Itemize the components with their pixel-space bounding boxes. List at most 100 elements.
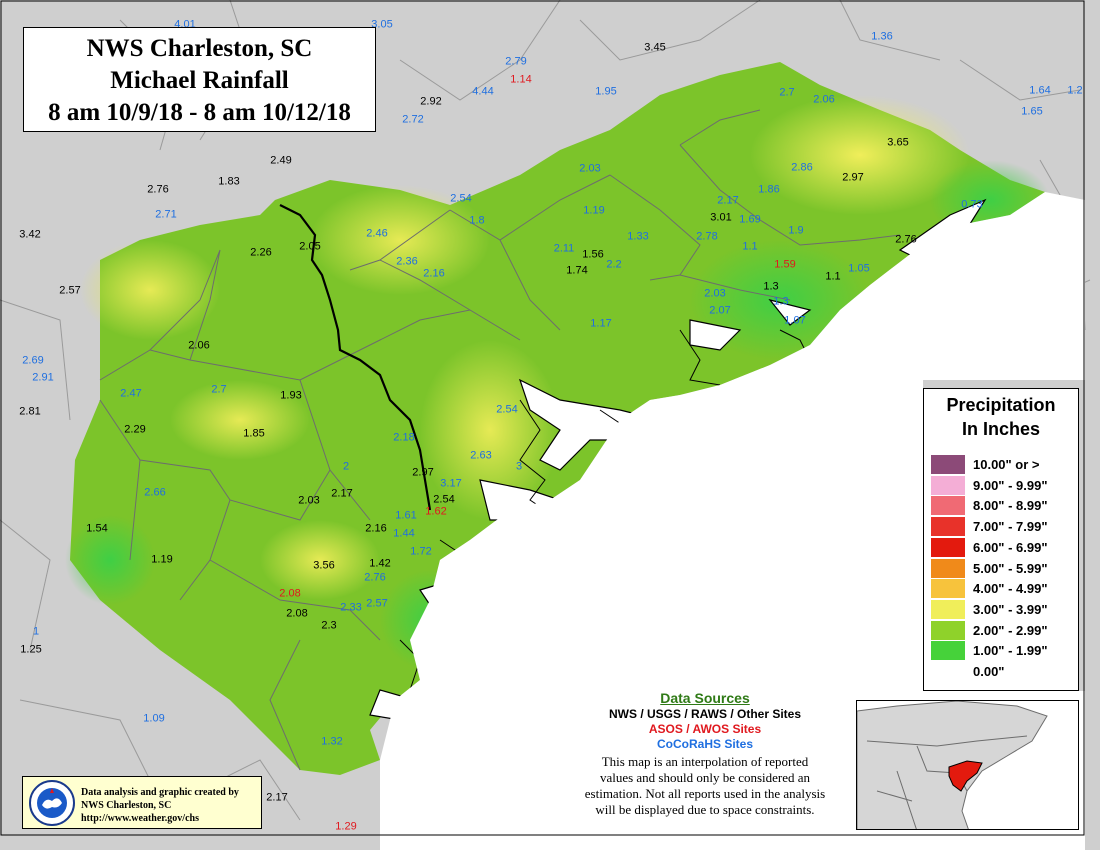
station-value-coco: 1.17 [590,317,612,330]
county-boundaries [99,109,901,771]
legend-swatch [931,579,965,599]
station-value-coco: 1.65 [1021,105,1043,118]
title-line-2: Michael Rainfall [110,67,289,94]
station-value-coco: 1.61 [395,509,417,522]
station-value-nws: 2.97 [842,171,864,184]
station-value-nws: 3.65 [887,136,909,149]
station-value-coco: 2.07 [709,304,731,317]
station-value-nws: 2.97 [412,466,434,479]
legend-swatch [931,620,965,640]
station-value-coco: 1.64 [1029,84,1051,97]
disclaimer-line-2: values and should only be considered an [599,770,811,785]
legend-item: 1.00" - 1.99" [931,641,1076,661]
station-value-coco: 4.01 [174,18,196,31]
station-value-coco: 2.7 [779,86,795,99]
station-value-coco: 2.11 [553,242,575,255]
station-value-nws: 2.03 [298,494,320,507]
station-value-coco: 2.63 [470,449,492,462]
southwest-green-zone [65,515,155,605]
station-value-coco: 2.36 [396,255,418,268]
legend-label: 3.00" - 3.99" [973,601,1048,617]
station-value-coco: 2.46 [366,227,388,240]
station-value-nws: 1.19 [151,553,173,566]
savannah-river [279,204,432,511]
station-value-coco: 1.69 [739,213,761,226]
data-sources-title: Data Sources [660,690,750,706]
station-value-nws: 1.42 [369,557,391,570]
station-value-coco: 2.54 [450,192,472,205]
center-yellow-zone [170,380,310,460]
station-value-coco: 2 [342,460,350,473]
legend-item: 3.00" - 3.99" [931,599,1076,619]
credit-url[interactable]: http://www.weather.gov/chs [81,813,199,824]
station-value-asos: 1.62 [425,505,447,518]
station-value-nws: 1.85 [243,427,265,440]
station-value-nws: 2.92 [420,95,442,108]
station-value-coco: 1.2 [1067,84,1083,97]
title-line-3: 8 am 10/9/18 - 8 am 10/12/18 [48,99,351,126]
inset-cwa-highlight [948,760,983,792]
credit-line-2: NWS Charleston, SC [81,800,172,811]
west-yellow-zone [80,240,220,340]
station-value-coco: 2.79 [505,55,527,68]
station-value-coco: 1.32 [321,735,343,748]
station-value-coco: 1.36 [871,30,893,43]
station-value-coco: 1.72 [410,545,432,558]
station-value-nws: 2.54 [433,493,455,506]
station-value-coco: 1.3 [773,295,789,308]
station-value-coco: 2.86 [791,161,813,174]
station-value-coco: 2.57 [366,597,388,610]
legend-item: 0.00" [931,662,1076,681]
station-value-coco: 1.86 [758,183,780,196]
source-asos: ASOS / AWOS Sites [648,722,762,736]
station-value-nws: 3.56 [313,559,335,572]
credit-box: Data analysis and graphic created by NWS… [22,776,262,829]
station-value-nws: 3.42 [19,228,41,241]
station-value-coco: 3.05 [371,18,393,31]
ocean-area [380,192,1085,850]
station-value-asos: 2.08 [279,587,301,600]
legend-title: Precipitation In Inches [924,393,1078,441]
station-value-coco: 1.05 [848,262,870,275]
station-value-coco: 1.9 [788,224,804,237]
legend-swatch [931,641,965,661]
station-value-coco: 2.7 [211,383,227,396]
legend-title-line-2: In Inches [961,419,1041,439]
station-value-coco: 1.44 [393,527,415,540]
station-value-asos: 1.59 [774,258,796,271]
station-value-coco: 2.06 [813,93,835,106]
station-value-nws: 1.74 [566,264,588,277]
legend-item: 7.00" - 7.99" [931,517,1076,537]
station-value-nws: 2.81 [19,405,41,418]
station-value-coco: 2.17 [717,194,739,207]
disclaimer-line-3: estimation. Not all reports used in the … [584,786,826,801]
station-value-coco: 2.69 [22,354,44,367]
map-frame [0,0,1085,836]
station-value-nws: 2.16 [365,522,387,535]
station-value-nws: 2.57 [59,284,81,297]
data-sources: Data Sources NWS / USGS / RAWS / Other S… [560,690,850,818]
station-value-coco: 1.8 [469,214,485,227]
precipitation-legend: Precipitation In Inches 10.00" or > 9.00"… [923,388,1079,691]
source-cocorahs: CoCoRaHS Sites [656,737,754,751]
station-value-nws: 1.93 [280,389,302,402]
station-value-coco: 1.09 [143,712,165,725]
legend-label: 6.00" - 6.99" [973,539,1048,555]
nws-logo-icon [29,780,75,826]
north-yellow-zone [310,185,490,295]
station-value-asos: 1.14 [510,73,532,86]
station-value-nws: 1.3 [763,280,779,293]
legend-swatch [931,662,965,681]
legend-swatch [931,517,965,537]
station-value-nws: 1.1 [825,270,841,283]
station-value-coco: 2.72 [402,113,424,126]
legend-label: 10.00" or > [973,457,1040,472]
station-value-nws: 1.83 [218,175,240,188]
station-value-coco: 2.18 [393,431,415,444]
disclaimer-line-1: This map is an interpolation of reported [601,754,809,769]
station-value-nws: 2.17 [266,791,288,804]
legend-item: 2.00" - 2.99" [931,620,1076,640]
credit-text: Data analysis and graphic created by NWS… [81,786,239,825]
